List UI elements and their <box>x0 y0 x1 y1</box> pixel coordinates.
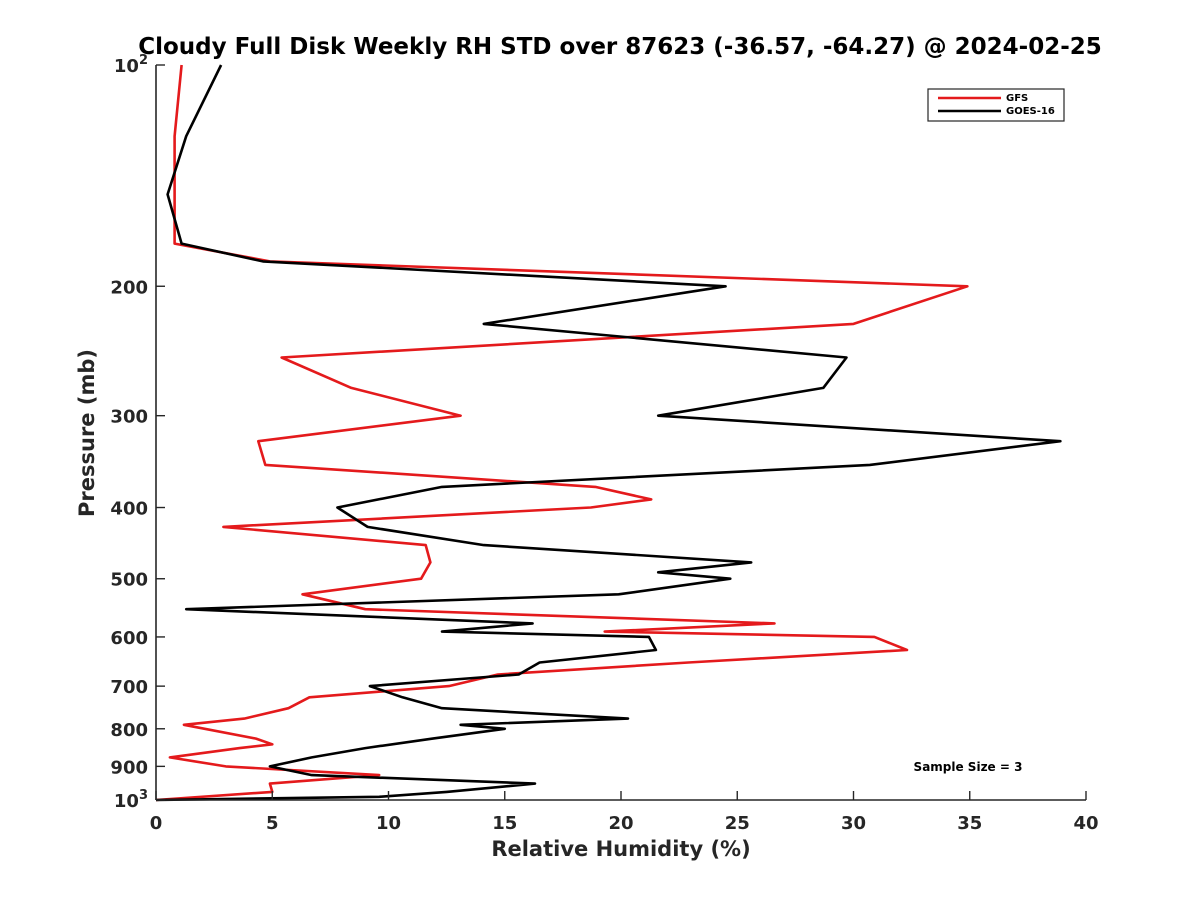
legend-label-goes16: GOES-16 <box>1006 106 1055 117</box>
x-axis-label: Relative Humidity (%) <box>491 837 750 861</box>
x-tick-label: 15 <box>492 813 517 834</box>
sample-size-annotation: Sample Size = 3 <box>914 760 1023 774</box>
x-tick-label: 40 <box>1073 813 1098 834</box>
x-ticks: 0 5 10 15 20 25 30 35 40 <box>150 791 1099 834</box>
y-tick-label: 800 <box>110 720 148 741</box>
legend-label-gfs: GFS <box>1006 93 1028 104</box>
y-tick-label: 600 <box>110 628 148 649</box>
y-tick-label: 200 <box>110 277 148 298</box>
series-line-gfs <box>155 64 969 802</box>
y-tick-label: 102 <box>114 53 148 77</box>
y-tick-label: 300 <box>110 407 148 428</box>
x-tick-label: 30 <box>841 813 866 834</box>
x-tick-label: 5 <box>266 813 279 834</box>
x-tick-label: 20 <box>608 813 633 834</box>
chart-title: Cloudy Full Disk Weekly RH STD over 8762… <box>138 34 1102 60</box>
series-line-goes16 <box>155 64 1062 802</box>
x-tick-label: 25 <box>725 813 750 834</box>
y-tick-label: 500 <box>110 570 148 591</box>
x-tick-label: 35 <box>957 813 982 834</box>
legend: GFS GOES-16 <box>927 88 1065 122</box>
y-tick-label: 900 <box>110 757 148 778</box>
x-tick-label: 0 <box>150 813 163 834</box>
y-axis-label: Pressure (mb) <box>75 349 99 517</box>
y-tick-label: 400 <box>110 499 148 520</box>
y-tick-label: 103 <box>114 788 148 812</box>
series-layer <box>155 64 1062 802</box>
legend-box <box>927 88 1065 122</box>
x-tick-label: 10 <box>376 813 401 834</box>
y-tick-label: 700 <box>110 677 148 698</box>
y-ticks: 102 200 300 400 500 600 700 800 900 103 <box>110 53 165 812</box>
